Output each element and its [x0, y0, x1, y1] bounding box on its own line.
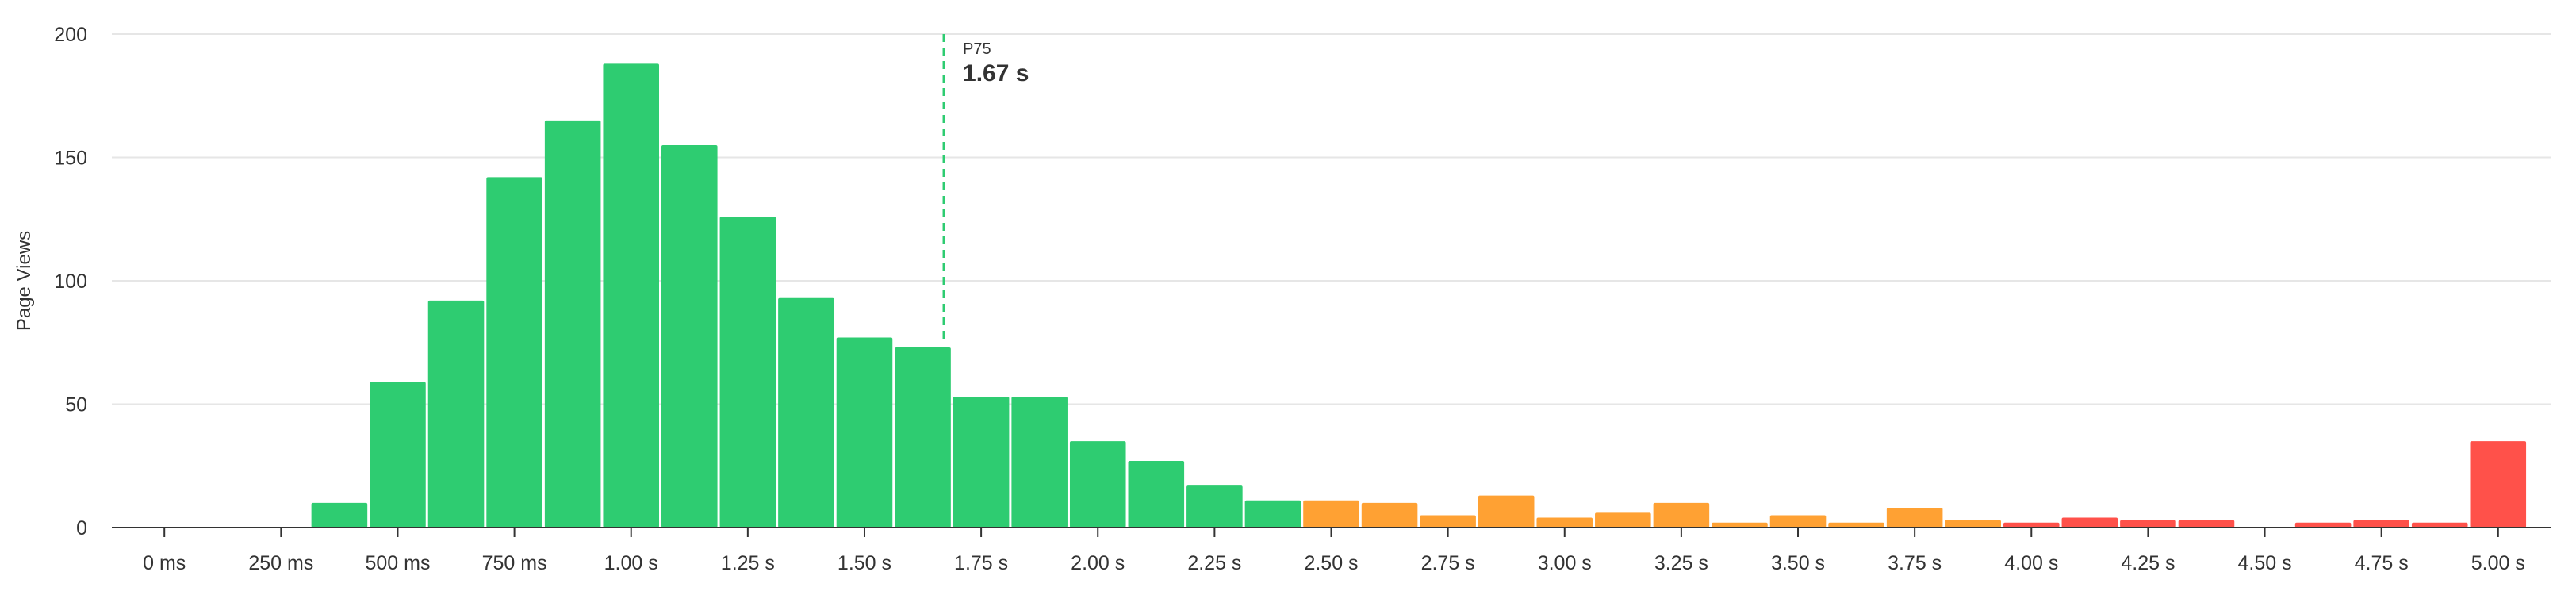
bar	[661, 144, 718, 528]
bar	[370, 382, 426, 528]
bar	[778, 297, 834, 528]
bar	[953, 397, 1010, 528]
y-tick-label: 0	[76, 517, 87, 539]
bar	[1244, 500, 1301, 528]
bar	[603, 63, 660, 528]
x-tick-label: 1.50 s	[838, 552, 891, 574]
y-axis-title: Page Views	[13, 231, 35, 331]
bar	[2470, 441, 2527, 528]
p75-label: P75	[963, 40, 991, 58]
bar	[2061, 517, 2118, 528]
x-tick-label: 5.00 s	[2471, 552, 2525, 574]
bar	[1186, 485, 1243, 528]
bar	[1886, 508, 1943, 528]
bar	[427, 300, 485, 528]
bar	[2003, 522, 2060, 528]
x-tick-label: 500 ms	[365, 552, 430, 574]
x-tick-label: 1.00 s	[604, 552, 658, 574]
x-tick-label: 3.50 s	[1771, 552, 1825, 574]
bar	[544, 120, 601, 528]
bar	[719, 217, 776, 528]
x-tick-label: 750 ms	[482, 552, 547, 574]
y-tick-label: 200	[54, 24, 87, 46]
x-tick-label: 1.75 s	[954, 552, 1008, 574]
y-tick-label: 50	[65, 394, 87, 416]
x-tick-label: 3.75 s	[1888, 552, 1942, 574]
bar	[486, 177, 542, 528]
bar	[1828, 522, 1884, 528]
bar	[1769, 515, 1827, 528]
y-tick-label: 100	[54, 271, 87, 293]
bar	[1478, 495, 1535, 528]
x-tick-label: 3.00 s	[1538, 552, 1592, 574]
bar	[1303, 500, 1359, 528]
x-tick-label: 4.00 s	[2004, 552, 2058, 574]
bar	[1712, 522, 1768, 528]
x-tick-label: 250 ms	[248, 552, 313, 574]
bar	[2120, 520, 2176, 528]
bar	[311, 502, 368, 528]
bar	[1595, 512, 1651, 528]
bar	[1653, 502, 1710, 528]
bar	[1536, 517, 1593, 528]
bar	[2353, 520, 2409, 528]
bar	[1945, 520, 2001, 528]
bar	[1128, 461, 1185, 528]
y-tick-label: 150	[54, 148, 87, 170]
x-tick-label: 2.25 s	[1187, 552, 1241, 574]
bar	[1420, 515, 1476, 528]
x-tick-label: 1.25 s	[721, 552, 775, 574]
bar	[2294, 522, 2352, 528]
bar	[2411, 522, 2468, 528]
bar	[1361, 502, 1418, 528]
x-tick-label: 2.75 s	[1421, 552, 1475, 574]
bar	[1011, 397, 1068, 528]
x-tick-label: 4.25 s	[2121, 552, 2175, 574]
bar	[895, 347, 951, 528]
x-tick-label: 2.50 s	[1304, 552, 1358, 574]
x-tick-label: 3.25 s	[1654, 552, 1708, 574]
bar	[836, 337, 893, 528]
bar	[2178, 520, 2235, 528]
p75-value: 1.67 s	[963, 60, 1029, 86]
bar	[1069, 441, 1126, 528]
x-tick-label: 4.75 s	[2355, 552, 2409, 574]
x-tick-label: 0 ms	[143, 552, 186, 574]
x-tick-label: 4.50 s	[2237, 552, 2291, 574]
x-tick-label: 2.00 s	[1071, 552, 1125, 574]
